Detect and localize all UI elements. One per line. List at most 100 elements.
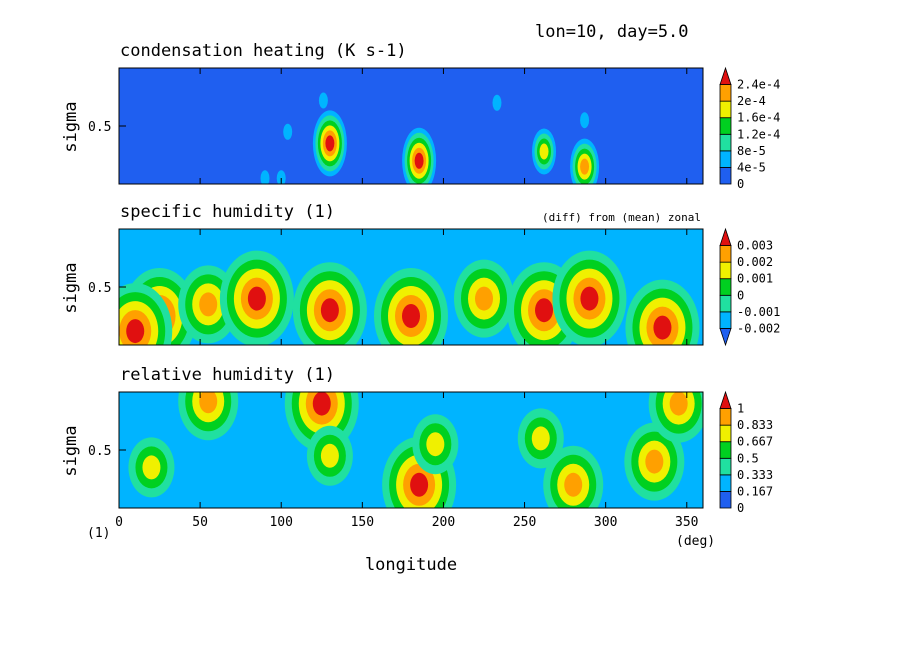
- field-feature: [292, 262, 367, 345]
- contour-fill: [539, 143, 549, 160]
- field-feature: [219, 250, 294, 345]
- colorbar-label: 0.5: [737, 451, 759, 465]
- x-ticks: [118, 68, 688, 184]
- colorbar-label: 2e-4: [737, 94, 766, 108]
- colorbar-label: 0.002: [737, 255, 773, 269]
- field-condensation-heating: [119, 68, 703, 184]
- field-feature: [276, 170, 286, 184]
- panel-condensation-heating: condensation heating (K s-1) 0.5 sigma 0…: [61, 41, 780, 191]
- colorbar-label: 0.003: [737, 239, 773, 253]
- contour-fill: [126, 319, 145, 344]
- colorbar-swatch: [719, 424, 732, 443]
- colorbar-label: 0.001: [737, 272, 773, 286]
- contour-fill: [564, 472, 583, 497]
- field-specific-humidity: [119, 229, 703, 345]
- colorbar-swatch: [719, 133, 732, 152]
- colorbar-swatch: [719, 408, 732, 426]
- colorbar-label: 4e-5: [737, 160, 766, 174]
- run-info: lon=10, day=5.0: [535, 22, 689, 42]
- x-tick-label: 150: [351, 515, 374, 530]
- colorbar-label: -0.002: [737, 321, 780, 335]
- field-feature: [402, 127, 437, 184]
- y-tick-label: 0.5: [88, 444, 111, 459]
- field-feature: [312, 110, 347, 177]
- field-relative-humidity: [119, 392, 703, 508]
- field-feature: [306, 425, 353, 486]
- field-feature: [543, 445, 604, 508]
- field-feature: [374, 268, 448, 345]
- x-tick-label: 200: [432, 515, 455, 530]
- colorbar-label: 2.4e-4: [737, 78, 780, 92]
- x-axis-unit: (deg): [676, 534, 715, 549]
- colorbar-swatch: [719, 261, 732, 280]
- colorbar-condensation-heating: 0 4e-5 8e-5 1.2e-4 1.6e-4 2e-4 2.4e-4: [719, 66, 780, 191]
- contour-fill: [320, 443, 339, 468]
- panel-title-specific-humidity: specific humidity (1): [120, 202, 335, 222]
- x-tick-label: 50: [192, 515, 208, 530]
- contour-fill: [426, 432, 445, 457]
- colorbar-swatch: [719, 328, 732, 347]
- contour-fill: [142, 455, 161, 480]
- colorbar-swatch: [719, 150, 732, 168]
- colorbar-swatch: [719, 457, 732, 476]
- x-axis-label: longitude: [365, 555, 457, 575]
- colorbar-swatch: [719, 441, 732, 459]
- field-feature: [532, 128, 557, 175]
- contour-fill: [283, 123, 293, 140]
- field-feature: [412, 414, 459, 475]
- field-feature: [260, 170, 270, 184]
- colorbar-swatch: [719, 117, 732, 135]
- colorbar-label: 0.667: [737, 435, 773, 449]
- x-tick-label: 350: [675, 515, 698, 530]
- field-feature: [318, 92, 328, 109]
- y-axis-label: sigma: [61, 425, 81, 476]
- contour-fill: [580, 286, 599, 311]
- contour-fill: [410, 472, 429, 497]
- colorbar-label: 0: [737, 501, 744, 515]
- colorbar-label: 1: [737, 402, 744, 416]
- colorbar-swatch: [719, 278, 732, 296]
- panel-subtitle: (diff) from (mean) zonal: [542, 211, 701, 224]
- contour-fill: [199, 392, 218, 414]
- field-feature: [178, 392, 239, 441]
- contour-fill: [475, 286, 493, 311]
- contour-fill: [414, 152, 424, 169]
- colorbar-swatch: [719, 491, 732, 509]
- panel-title-condensation-heating: condensation heating (K s-1): [120, 41, 407, 61]
- panel-specific-humidity: specific humidity (1) (diff) from (mean)…: [61, 202, 780, 347]
- field-feature: [580, 112, 590, 129]
- field-feature: [283, 123, 293, 140]
- contour-fill: [199, 292, 218, 317]
- contour-fill: [318, 92, 328, 109]
- field-feature: [552, 250, 627, 345]
- colorbar-label: 1.2e-4: [737, 127, 780, 141]
- colorbar-label: 8e-5: [737, 144, 766, 158]
- colorbar-label: -0.001: [737, 305, 780, 319]
- colorbar-label: 0.167: [737, 484, 773, 498]
- field-feature: [492, 94, 502, 111]
- field-feature: [454, 259, 514, 338]
- colorbar-swatch: [719, 311, 732, 329]
- field-feature: [128, 437, 175, 498]
- y-axis-label: sigma: [61, 101, 81, 152]
- contour-fill: [492, 94, 502, 111]
- colorbar-swatch: [719, 245, 732, 263]
- x-tick-label: 0: [115, 515, 123, 530]
- x-tick-labels: 0 50 100 150 200 250 300 350: [115, 515, 698, 530]
- y-axis-label: sigma: [61, 262, 81, 313]
- contour-fill: [580, 112, 590, 129]
- x-tick-label: 250: [513, 515, 536, 530]
- colorbar-specific-humidity: -0.002 -0.001 0 0.001 0.002 0.003: [719, 227, 780, 347]
- colorbar-swatch: [719, 474, 732, 492]
- x-tick-label: 300: [594, 515, 617, 530]
- contour-fill: [320, 298, 339, 323]
- colorbar-label: 0: [737, 288, 744, 302]
- field-feature: [119, 283, 173, 345]
- contour-fill: [402, 304, 420, 328]
- contour-fill: [312, 392, 331, 416]
- colorbar-label: 1.6e-4: [737, 111, 780, 125]
- panel-title-relative-humidity: relative humidity (1): [120, 365, 335, 385]
- colorbar-label: 0.833: [737, 418, 773, 432]
- contour-fill: [260, 170, 270, 184]
